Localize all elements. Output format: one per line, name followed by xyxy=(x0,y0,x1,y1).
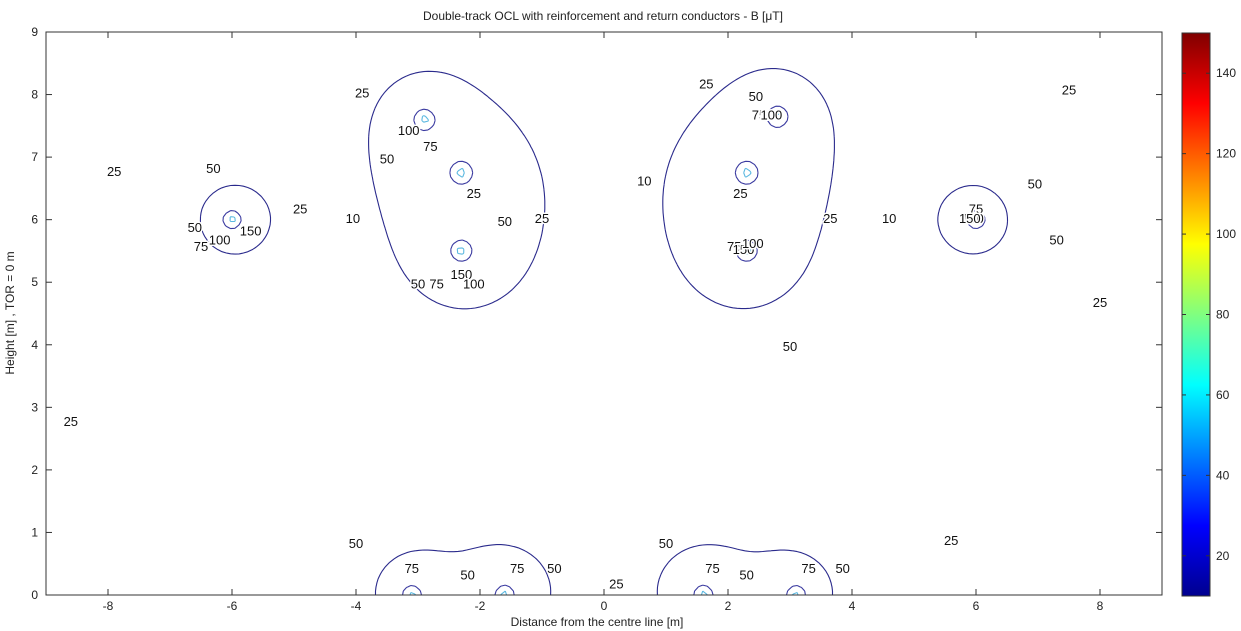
contour-label: 25 xyxy=(535,211,549,226)
contour-label: 100 xyxy=(742,236,764,251)
contour-label: 25 xyxy=(293,201,307,216)
contour-label: 25 xyxy=(467,186,481,201)
contour-label: 25 xyxy=(1093,295,1107,310)
contour-label: 50 xyxy=(188,220,202,235)
y-axis-label: Height [m] , TOR = 0 m xyxy=(3,251,17,374)
contour-label: 25 xyxy=(699,76,713,91)
contour-level-25 xyxy=(222,105,986,595)
contour-label: 25 xyxy=(107,164,121,179)
x-tick-label: 2 xyxy=(725,599,732,613)
contour-label: 150 xyxy=(959,211,981,226)
contour-label: 75 xyxy=(705,561,719,576)
contour-level-10 xyxy=(199,68,1009,595)
contour-label: 75 xyxy=(727,239,741,254)
contour-label: 150 xyxy=(451,267,473,282)
contour-label: 50 xyxy=(749,89,763,104)
colorbar-tick-label: 140 xyxy=(1216,66,1236,80)
contour-label: 50 xyxy=(460,567,474,582)
chart-title: Double-track OCL with reinforcement and … xyxy=(423,9,783,23)
contour-label: 75 xyxy=(510,561,524,576)
contour-label: 10 xyxy=(637,173,651,188)
contour-label: 100 xyxy=(209,233,231,248)
x-tick-label: -4 xyxy=(351,599,362,613)
contour-label: 50 xyxy=(835,561,849,576)
contour-label: 50 xyxy=(783,339,797,354)
contour-label: 50 xyxy=(349,536,363,551)
contour-label: 50 xyxy=(1049,233,1063,248)
contour-label: 25 xyxy=(355,86,369,101)
contour-label: 50 xyxy=(547,561,561,576)
colorbar-tick-label: 40 xyxy=(1216,468,1230,482)
contour-label: 100 xyxy=(463,276,485,291)
contour-label: 50 xyxy=(206,161,220,176)
contour-label: 50 xyxy=(739,567,753,582)
x-axis-ticks: -8 -6 -4 -2 0 2 4 6 8 xyxy=(103,32,1104,613)
contour-label: 75 xyxy=(423,139,437,154)
colorbar-tick-label: 100 xyxy=(1216,227,1236,241)
y-tick-label: 4 xyxy=(31,338,38,352)
contour-label: 75 xyxy=(801,561,815,576)
contour-lines xyxy=(199,68,1009,595)
contour-label: 25 xyxy=(944,533,958,548)
y-tick-label: 1 xyxy=(31,525,38,539)
x-tick-label: 8 xyxy=(1097,599,1104,613)
y-tick-label: 7 xyxy=(31,150,38,164)
contour-label: 50 xyxy=(659,536,673,551)
contour-label: 25 xyxy=(823,211,837,226)
contour-label: 75 xyxy=(405,561,419,576)
contour-label: 25 xyxy=(1062,83,1076,98)
contour-label: 150 xyxy=(733,242,755,257)
colorbar-tick-label: 20 xyxy=(1216,549,1230,563)
x-tick-label: -2 xyxy=(475,599,486,613)
contour-label: 50 xyxy=(498,214,512,229)
contour-label: 10 xyxy=(882,211,896,226)
x-tick-label: 6 xyxy=(973,599,980,613)
contour-label: 100 xyxy=(761,108,783,123)
contour-label: 75 xyxy=(752,108,766,123)
contour-label: 50 xyxy=(1028,176,1042,191)
y-tick-label: 3 xyxy=(31,400,38,414)
contour-label: 100 xyxy=(398,123,420,138)
contour-label: 50 xyxy=(411,276,425,291)
y-tick-label: 9 xyxy=(31,25,38,39)
x-axis-label: Distance from the centre line [m] xyxy=(511,615,684,629)
colorbar xyxy=(1181,32,1211,597)
contour-label: 75 xyxy=(969,201,983,216)
y-axis-ticks: 0 1 2 3 4 5 6 7 8 9 xyxy=(31,25,1162,602)
y-tick-label: 0 xyxy=(31,588,38,602)
colorbar-tick-label: 80 xyxy=(1216,308,1230,322)
contour-label: 75 xyxy=(429,276,443,291)
y-tick-label: 2 xyxy=(31,463,38,477)
contour-label: 75 xyxy=(194,239,208,254)
y-tick-label: 6 xyxy=(31,213,38,227)
x-tick-label: -8 xyxy=(103,599,114,613)
contour-label: 25 xyxy=(733,186,747,201)
contour-label: 10 xyxy=(346,211,360,226)
contour-label: 25 xyxy=(609,577,623,592)
contour-label: 150 xyxy=(240,223,262,238)
plot-area xyxy=(46,32,1162,595)
y-tick-label: 5 xyxy=(31,275,38,289)
x-tick-label: -6 xyxy=(227,599,238,613)
x-tick-label: 0 xyxy=(601,599,608,613)
contour-label: 25 xyxy=(64,414,78,429)
colorbar-tick-label: 120 xyxy=(1216,147,1236,161)
y-tick-label: 8 xyxy=(31,88,38,102)
colorbar-tick-label: 60 xyxy=(1216,388,1230,402)
contour-label: 50 xyxy=(380,151,394,166)
colorbar-ticks: 20 40 60 80 100 120 140 xyxy=(1182,66,1236,563)
contour-label: 100 xyxy=(962,211,984,226)
x-tick-label: 4 xyxy=(849,599,856,613)
